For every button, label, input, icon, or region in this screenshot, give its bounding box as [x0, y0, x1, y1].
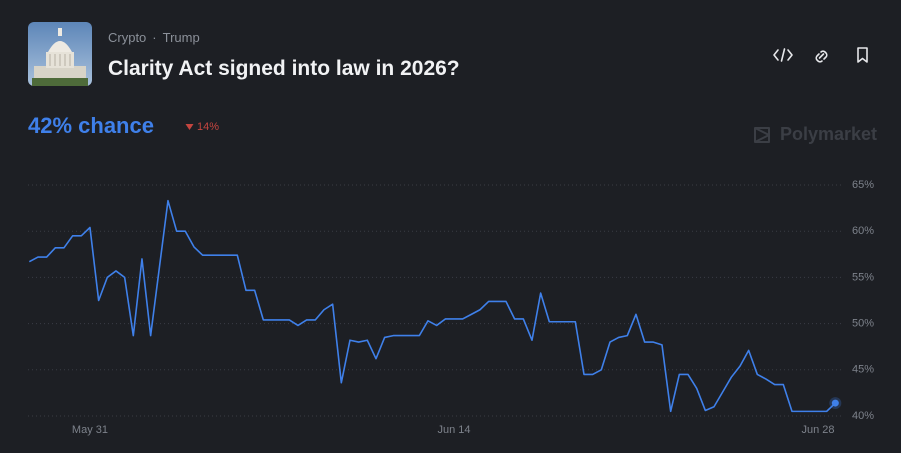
series-line	[28, 199, 836, 413]
x-tick-label: Jun 14	[437, 424, 470, 436]
bookmark-button[interactable]	[857, 47, 868, 63]
y-tick-label: 40%	[852, 410, 874, 422]
tag[interactable]: Trump	[162, 30, 200, 45]
toolbar	[773, 47, 868, 63]
market-title: Clarity Act signed into law in 2026?	[108, 57, 460, 80]
tags: Crypto · Trump	[108, 30, 206, 45]
separator: ·	[152, 30, 157, 45]
change-value: 14%	[197, 121, 220, 133]
y-tick-label: 50%	[852, 318, 874, 330]
change: 14%	[185, 121, 219, 133]
y-tick-label: 65%	[852, 179, 874, 191]
brand: Polymarket	[752, 124, 877, 145]
link-button[interactable]	[815, 50, 828, 63]
tag[interactable]: Crypto	[108, 30, 147, 45]
y-tick-label: 55%	[852, 271, 874, 283]
x-tick-label: Jun 28	[801, 424, 834, 436]
chance: 42% chance	[28, 113, 154, 138]
end-point	[831, 399, 839, 407]
market-image	[28, 22, 92, 86]
brand-logo	[754, 126, 770, 143]
down-icon	[185, 124, 194, 130]
embed-button[interactable]	[773, 48, 793, 62]
y-tick-label: 45%	[852, 364, 874, 376]
y-tick-label: 60%	[852, 225, 874, 237]
brand-name: Polymarket	[780, 124, 878, 144]
x-tick-label: May 31	[72, 424, 108, 436]
